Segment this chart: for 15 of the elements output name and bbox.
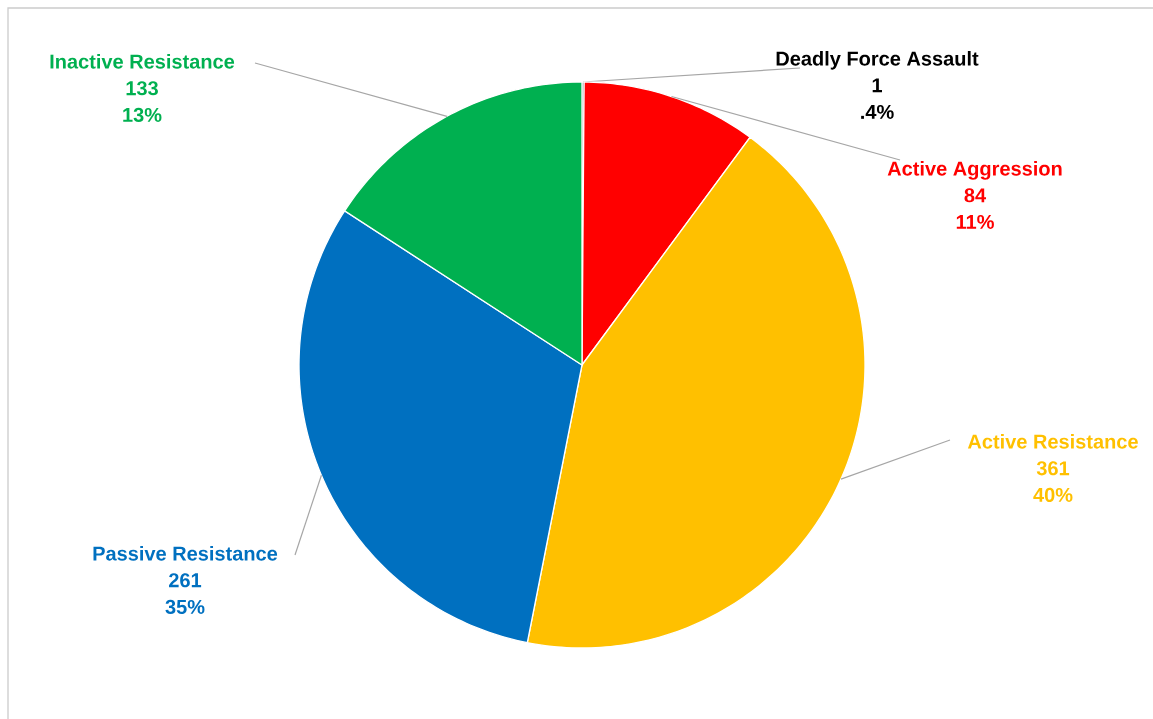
slice-label: Active Resistance: [967, 433, 1138, 449]
text: 35%: [165, 599, 205, 615]
data-label: 84: [964, 188, 987, 203]
text: 11%: [956, 214, 994, 229]
slice-label: Inactive Resistance: [50, 53, 235, 69]
text: 13%: [123, 107, 162, 123]
text: 40%: [1033, 487, 1073, 502]
slice-label: Passive Resistance: [93, 545, 278, 561]
data-label: 1: [872, 78, 883, 93]
slice-label: Deadly Force Assault: [776, 51, 979, 70]
text: .4%: [861, 104, 894, 119]
slice-label: Active Aggression: [887, 161, 1062, 180]
data-label: 361: [1036, 461, 1070, 476]
data-label: 133: [126, 81, 158, 96]
data-label: 261: [169, 573, 202, 588]
